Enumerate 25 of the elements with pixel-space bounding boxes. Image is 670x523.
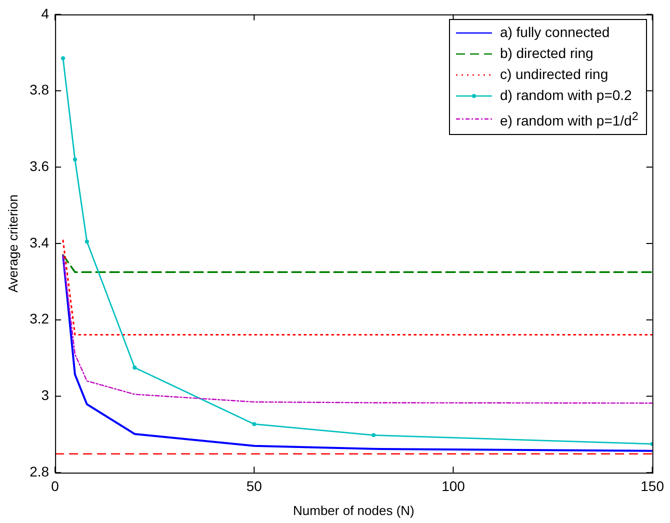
x-axis-title: Number of nodes (N) — [292, 502, 414, 518]
legend-label: b) directed ring — [500, 44, 594, 64]
y-tick-label: 4 — [41, 5, 50, 22]
x-tick-label: 100 — [442, 478, 466, 494]
legend-label: c) undirected ring — [500, 65, 608, 84]
y-tick-label: 3.8 — [30, 82, 50, 98]
point — [252, 422, 256, 426]
legend-label: a) fully connected — [500, 23, 610, 42]
point — [84, 240, 89, 244]
y-tick-label: 3 — [41, 387, 50, 404]
y-axis-title: Average criterion — [5, 194, 20, 293]
x-tick-label: 0 — [51, 478, 60, 494]
y-tick-label: 3.2 — [30, 310, 50, 327]
point — [61, 56, 66, 60]
x-tick-label: 150 — [640, 478, 664, 494]
y-tick-label: 3.6 — [30, 158, 50, 174]
point — [372, 433, 376, 438]
legend-label: e) random with p=1/d$^{2}$ — [500, 109, 638, 132]
x-tick-label: 50 — [246, 478, 262, 494]
point — [132, 366, 137, 370]
y-tick-label: 3.4 — [30, 234, 50, 250]
legend-label: d) random with p=0.2 — [500, 86, 632, 106]
point — [72, 157, 77, 162]
line-series — [62, 254, 652, 404]
y-tick-label: 2.8 — [30, 463, 50, 480]
